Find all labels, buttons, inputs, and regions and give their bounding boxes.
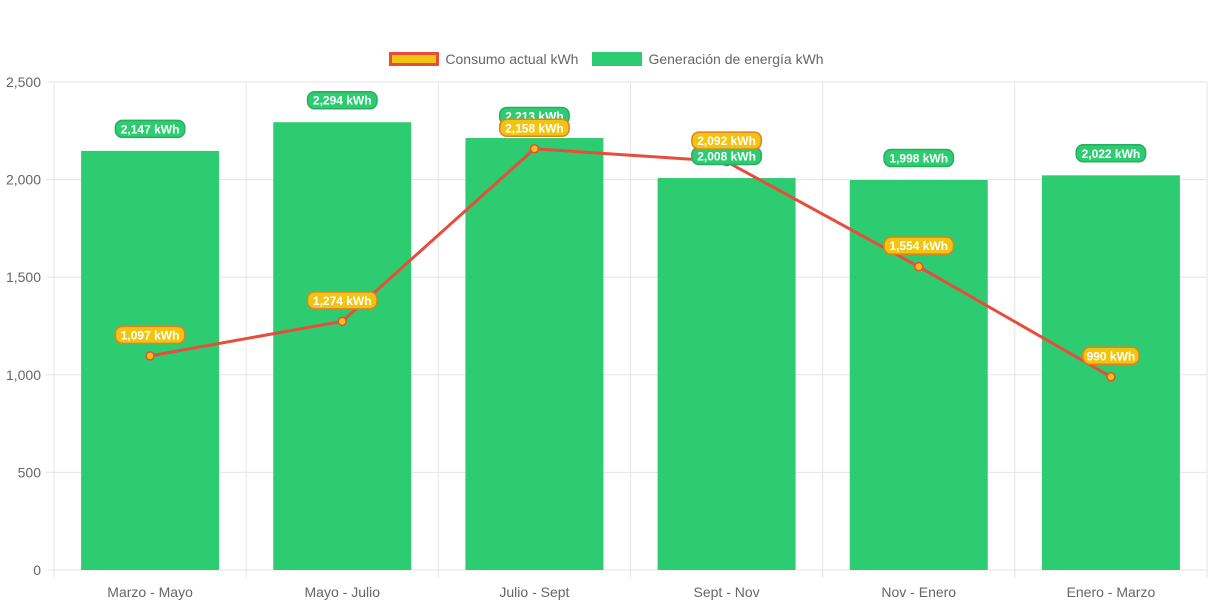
line-consumo (149, 147, 1112, 379)
data-label-generacion: 1,998 kWh (889, 151, 948, 165)
data-label-consumo-bg (1082, 346, 1140, 366)
x-tick-label: Mayo - Julio (305, 584, 381, 600)
data-label-consumo: 1,274 kWh (313, 294, 372, 308)
legend: Consumo actual kWh Generación de energía… (0, 51, 1213, 67)
data-label-generacion: 2,147 kWh (121, 122, 180, 136)
data-label-generacion-bg (114, 119, 186, 139)
data-label-consumo-bg (498, 118, 570, 138)
data-label-generacion-bg (306, 90, 378, 110)
y-tick-label: 500 (18, 464, 42, 480)
y-tick-label: 1,000 (6, 367, 41, 383)
data-label-generacion-bg (883, 148, 955, 168)
bar-generacion[interactable] (273, 122, 412, 571)
data-label-consumo: 1,097 kWh (121, 328, 180, 342)
point-consumo[interactable] (1106, 372, 1116, 382)
x-tick-label: Enero - Marzo (1067, 584, 1156, 600)
x-tick-label: Marzo - Mayo (107, 584, 193, 600)
data-label-consumo: 2,092 kWh (697, 134, 756, 148)
y-tick-label: 2,000 (6, 172, 41, 188)
data-label-consumo-bg (114, 325, 186, 345)
data-label-consumo: 2,158 kWh (505, 121, 564, 135)
data-label-generacion: 2,008 kWh (697, 150, 756, 164)
y-tick-label: 1,500 (6, 269, 41, 285)
legend-swatch-generacion (592, 52, 643, 66)
data-label-consumo-bg (883, 236, 955, 255)
legend-label-consumo: Consumo actual kWh (445, 51, 579, 67)
data-label-consumo-bg (691, 131, 763, 150)
point-consumo[interactable] (145, 351, 155, 361)
data-label-generacion-bg (1075, 144, 1147, 163)
legend-swatch-consumo (389, 52, 440, 66)
bar-generacion[interactable] (465, 138, 604, 570)
data-label-generacion: 2,294 kWh (313, 94, 372, 108)
legend-label-generacion: Generación de energía kWh (648, 51, 824, 67)
x-tick-label: Nov - Enero (881, 584, 956, 600)
x-tick-label: Sept - Nov (694, 584, 760, 600)
data-label-consumo: 1,554 kWh (889, 239, 948, 253)
legend-item-consumo[interactable]: Consumo actual kWh (389, 51, 578, 67)
point-consumo[interactable] (914, 261, 924, 272)
bar-generacion[interactable] (657, 178, 796, 571)
point-consumo[interactable] (337, 316, 347, 327)
y-tick-label: 2,500 (6, 74, 41, 90)
data-label-consumo: 990 kWh (1087, 349, 1136, 363)
data-label-consumo-bg (306, 291, 378, 310)
x-tick-label: Julio - Sept (499, 584, 569, 600)
legend-item-generacion[interactable]: Generación de energía kWh (592, 51, 824, 67)
data-label-generacion: 2,022 kWh (1082, 147, 1141, 161)
y-tick-label: 0 (33, 562, 41, 578)
point-consumo[interactable] (529, 144, 540, 154)
